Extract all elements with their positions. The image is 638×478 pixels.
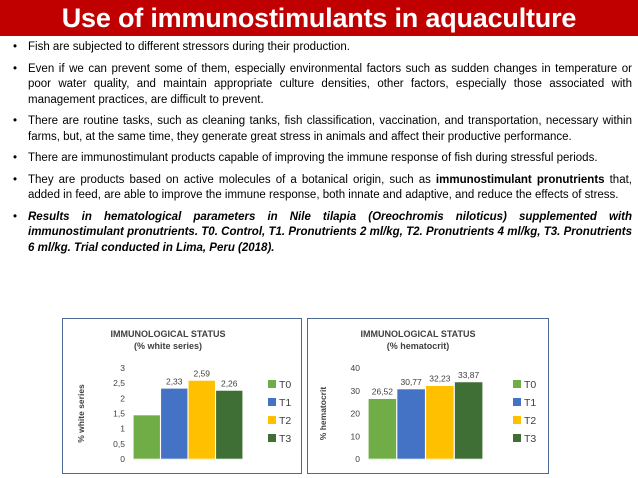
bullet-item: • Even if we can prevent some of them, es… <box>8 62 632 109</box>
y-tick-label: 20 <box>351 409 361 419</box>
chart-subtitle: (% white series) <box>134 341 202 351</box>
bullet-text-post: that, added in feed, are able to improve… <box>28 173 632 202</box>
legend-swatch-t1 <box>513 398 521 406</box>
bar-t1 <box>160 388 189 460</box>
bullet-text: Fish are subjected to different stressor… <box>28 41 350 53</box>
y-tick-label: 30 <box>351 386 361 396</box>
legend-label: T2 <box>524 415 536 427</box>
bar-t3 <box>215 390 244 460</box>
bullet-text-strong: immunostimulant pronutrients <box>435 173 605 186</box>
y-tick-label: 2,5 <box>113 378 125 388</box>
legend-swatch-t3 <box>268 434 276 442</box>
bullet-icon: • <box>12 62 18 75</box>
chart-white-series: IMMUNOLOGICAL STATUS (% white series) 0 0,5… <box>62 318 302 474</box>
data-label: 26,52 <box>372 387 394 397</box>
bullet-list: • Fish are subjected to different stresso… <box>8 40 632 262</box>
bullet-icon: • <box>12 41 18 53</box>
data-label: 32,23 <box>429 374 451 384</box>
bullet-text: Even if we can prevent some of them, esp… <box>28 62 632 106</box>
y-tick-label: 10 <box>351 431 361 441</box>
legend-label: T1 <box>279 397 291 409</box>
bar-t0 <box>132 414 161 460</box>
chart-subtitle: (% hematocrit) <box>387 341 450 351</box>
legend-label: T0 <box>279 379 291 391</box>
legend-label: T1 <box>524 397 536 409</box>
chart-title: IMMUNOLOGICAL STATUS <box>111 329 226 339</box>
legend-swatch-t0 <box>513 380 521 388</box>
bullet-item: • Results in hematological parameters in … <box>8 210 632 257</box>
y-tick-label: 0 <box>355 454 360 464</box>
bullet-text: They are products based on active molecu… <box>28 174 632 202</box>
bullet-item: • Fish are subjected to different stresso… <box>8 40 632 56</box>
data-label: 2,59 <box>193 368 210 378</box>
legend-label: T0 <box>524 379 536 391</box>
bullet-text: There are routine tasks, such as cleanin… <box>28 115 632 143</box>
chart-hematocrit: IMMUNOLOGICAL STATUS (% hematocrit) 0 10 20 3… <box>307 318 549 474</box>
legend-swatch-t2 <box>513 416 521 424</box>
legend-label: T2 <box>279 415 291 427</box>
bullet-icon: • <box>12 210 18 223</box>
bullet-item: • They are products based on active molec… <box>8 173 632 204</box>
bar-t3 <box>454 381 484 460</box>
y-axis-label: % hematocrit <box>318 387 328 441</box>
y-tick-label: 1,5 <box>113 409 125 419</box>
bullet-item: • There are immunostimulant products capa… <box>8 151 632 167</box>
y-tick-label: 0 <box>120 454 125 464</box>
legend-label: T3 <box>524 433 536 445</box>
data-label: 2,26 <box>221 378 238 388</box>
y-tick-label: 2 <box>120 393 125 403</box>
bullet-text-pre: They are products based on active molecu… <box>28 173 436 186</box>
bar-t0 <box>367 398 397 460</box>
y-tick-label: 3 <box>120 363 125 373</box>
bullet-text: Results in hematological parameters in N… <box>28 210 632 254</box>
bar-t2 <box>425 385 455 460</box>
bullet-icon: • <box>12 152 18 164</box>
legend-swatch-t0 <box>268 380 276 388</box>
y-tick-label: 0,5 <box>113 439 125 449</box>
y-axis-label: % white series <box>76 384 86 443</box>
data-label: 2,33 <box>166 376 183 386</box>
y-tick-label: 40 <box>351 363 361 373</box>
bar-t1 <box>396 388 426 460</box>
bullet-text: There are immunostimulant products capab… <box>28 152 598 164</box>
legend-swatch-t3 <box>513 434 521 442</box>
chart-white-series-svg: IMMUNOLOGICAL STATUS (% white series) 0 0,5… <box>76 329 291 464</box>
chart-hematocrit-svg: IMMUNOLOGICAL STATUS (% hematocrit) 0 10 20 3… <box>318 329 536 464</box>
data-label: 30,77 <box>400 377 422 387</box>
bullet-icon: • <box>12 115 18 127</box>
chart-title: IMMUNOLOGICAL STATUS <box>361 329 476 339</box>
bullet-icon: • <box>12 173 18 186</box>
legend-swatch-t1 <box>268 398 276 406</box>
y-tick-label: 1 <box>120 424 125 434</box>
page-title: Use of immunostimulants in aquaculture <box>61 3 577 33</box>
bullet-item: • There are routine tasks, such as cleani… <box>8 114 632 145</box>
bar-t2 <box>187 380 216 460</box>
data-label: 33,87 <box>458 370 480 380</box>
legend-swatch-t2 <box>268 416 276 424</box>
legend-label: T3 <box>279 433 291 445</box>
title-bar <box>0 0 638 36</box>
